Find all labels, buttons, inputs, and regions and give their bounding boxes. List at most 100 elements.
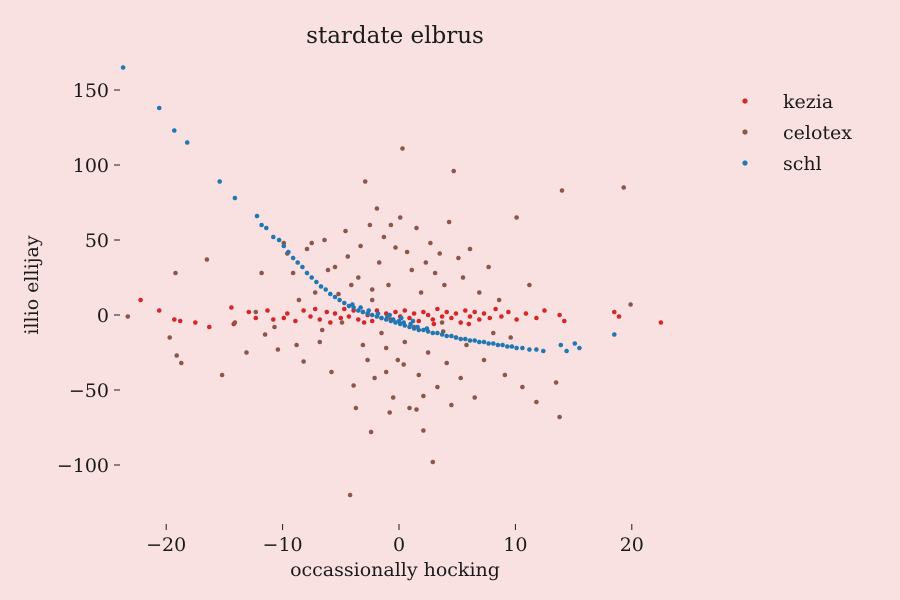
point-celotex-71 [444, 360, 450, 366]
point-celotex-29 [345, 254, 351, 259]
point-schl-16 [304, 270, 310, 276]
point-celotex-3 [179, 360, 184, 366]
point-celotex-74 [451, 168, 457, 174]
x-axis: −20 −10 0 10 20 [146, 524, 644, 556]
point-schl-70 [612, 332, 617, 337]
point-schl-57 [495, 342, 501, 348]
point-celotex-6 [219, 372, 225, 378]
point-celotex-12 [275, 347, 281, 352]
point-kezia-15 [312, 306, 318, 312]
point-celotex-67 [435, 384, 440, 390]
point-schl-1 [156, 105, 162, 111]
point-kezia-53 [493, 306, 498, 312]
point-kezia-41 [435, 306, 440, 312]
point-kezia-11 [285, 311, 290, 316]
point-schl-81 [424, 326, 430, 331]
point-celotex-60 [418, 290, 424, 295]
point-schl-28 [360, 309, 366, 315]
point-kezia-32 [393, 309, 398, 315]
point-kezia-13 [301, 308, 306, 313]
point-schl-11 [281, 243, 287, 249]
point-schl-74 [401, 320, 407, 325]
point-celotex-17 [301, 359, 306, 364]
point-kezia-39 [425, 312, 431, 318]
point-schl-44 [435, 330, 440, 336]
y-tick-label-5: −100 [57, 455, 109, 477]
point-celotex-52 [400, 146, 405, 151]
point-schl-66 [558, 342, 564, 348]
point-kezia-49 [472, 309, 478, 315]
point-celotex-101 [387, 410, 393, 415]
point-schl-8 [264, 225, 269, 231]
point-celotex-36 [362, 179, 368, 184]
point-schl-22 [332, 294, 338, 300]
point-schl-59 [505, 344, 510, 349]
point-kezia-8 [253, 315, 259, 321]
y-tick-label-0: 150 [73, 80, 109, 102]
point-kezia-27 [369, 318, 375, 324]
point-celotex-34 [358, 243, 363, 249]
point-celotex-70 [442, 282, 447, 288]
point-celotex-86 [496, 297, 502, 303]
point-kezia-10 [271, 317, 276, 322]
point-celotex-63 [425, 350, 431, 355]
point-celotex-81 [472, 395, 478, 400]
x-tick-label-3: 10 [503, 534, 527, 556]
point-kezia-7 [246, 309, 252, 315]
point-schl-41 [421, 327, 426, 333]
point-celotex-50 [395, 357, 401, 363]
point-kezia-9 [265, 308, 270, 313]
point-kezia-42 [439, 314, 445, 319]
point-kezia-37 [416, 318, 422, 324]
point-celotex-15 [290, 270, 296, 276]
point-schl-17 [309, 275, 315, 280]
point-kezia-34 [402, 308, 408, 313]
point-celotex-25 [332, 264, 338, 270]
point-celotex-53 [402, 339, 408, 345]
point-celotex-79 [464, 342, 469, 348]
point-celotex-51 [397, 215, 403, 220]
point-celotex-44 [381, 234, 387, 240]
point-kezia-50 [477, 317, 482, 322]
point-celotex-46 [386, 282, 391, 288]
point-schl-51 [467, 338, 473, 343]
point-celotex-42 [376, 260, 382, 265]
point-celotex-83 [481, 357, 487, 363]
point-celotex-10 [262, 332, 268, 337]
point-celotex-27 [339, 320, 345, 325]
point-schl-47 [449, 333, 454, 339]
point-celotex-55 [407, 405, 412, 411]
point-schl-30 [369, 312, 375, 318]
point-schl-32 [379, 315, 384, 321]
point-celotex-31 [351, 383, 356, 388]
point-schl-45 [439, 332, 445, 337]
y-tick-label-4: −50 [69, 380, 109, 402]
point-kezia-12 [293, 318, 298, 324]
point-celotex-7 [232, 320, 238, 325]
point-celotex-94 [557, 414, 562, 420]
point-schl-52 [472, 338, 478, 343]
point-kezia-68 [431, 321, 437, 327]
point-kezia-18 [328, 320, 333, 325]
point-schl-20 [323, 287, 329, 292]
point-kezia-59 [542, 308, 547, 313]
point-kezia-45 [453, 311, 459, 316]
point-celotex-0 [125, 314, 131, 319]
point-kezia-56 [514, 317, 519, 322]
legend-label-kezia: kezia [783, 91, 833, 113]
point-schl-65 [541, 348, 546, 354]
point-celotex-33 [356, 275, 361, 280]
x-axis-label: occassionally hocking [290, 559, 500, 581]
point-kezia-52 [487, 315, 493, 321]
point-schl-78 [415, 324, 420, 330]
point-kezia-48 [467, 314, 473, 319]
point-schl-64 [534, 347, 539, 352]
point-kezia-16 [317, 317, 323, 322]
point-celotex-69 [439, 320, 445, 325]
point-schl-76 [366, 308, 372, 313]
point-schl-3 [184, 140, 190, 145]
point-schl-25 [346, 303, 352, 309]
point-schl-69 [577, 345, 582, 351]
series-schl [120, 65, 617, 354]
point-celotex-4 [173, 270, 178, 276]
